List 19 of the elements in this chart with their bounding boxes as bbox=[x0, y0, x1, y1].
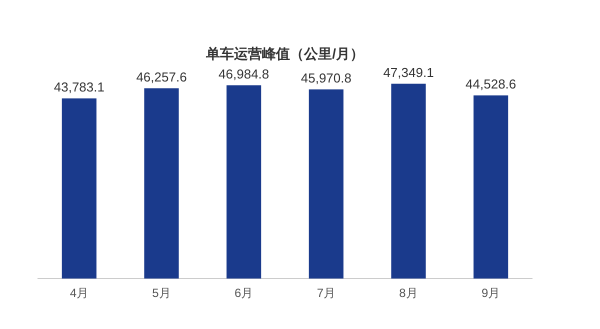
bar bbox=[144, 88, 179, 279]
data-label: 46,257.6 bbox=[136, 69, 187, 84]
bar bbox=[474, 95, 508, 279]
bar bbox=[308, 89, 344, 279]
bar bbox=[226, 85, 262, 279]
data-label: 46,984.8 bbox=[218, 66, 270, 82]
bar bbox=[62, 98, 96, 279]
x-tick-label: 6月 bbox=[234, 286, 254, 300]
chart-title: 单车运营峰值（公里/月） bbox=[205, 45, 364, 62]
x-tick-label: 4月 bbox=[70, 286, 89, 300]
bar bbox=[391, 84, 426, 279]
data-label: 45,970.8 bbox=[300, 70, 352, 86]
x-tick-label: 5月 bbox=[152, 286, 171, 300]
x-tick-label: 8月 bbox=[399, 286, 418, 300]
data-label: 43,783.1 bbox=[54, 79, 104, 94]
data-label: 44,528.6 bbox=[466, 76, 516, 92]
x-tick-label: 7月 bbox=[316, 286, 336, 300]
data-label: 47,349.1 bbox=[383, 64, 434, 80]
x-tick-label: 9月 bbox=[481, 286, 500, 300]
